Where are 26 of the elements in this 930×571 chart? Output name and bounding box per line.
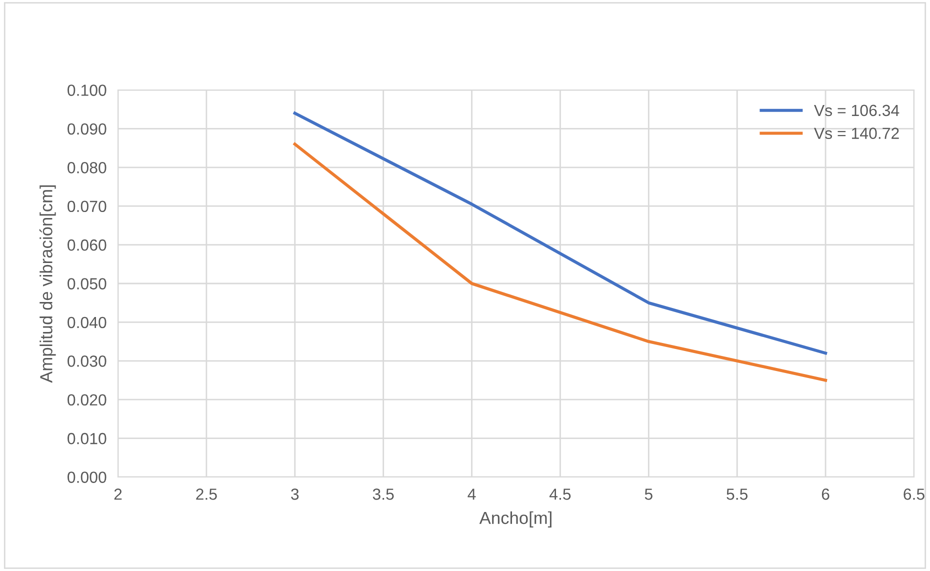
x-tick-label: 5.5 (726, 488, 748, 500)
y-tick-label: 0.060 (68, 239, 106, 251)
x-tick-label: 6.5 (904, 488, 924, 500)
y-tick-label: 0.000 (68, 472, 106, 483)
x-tick-label: 4.5 (549, 488, 571, 500)
y-tick-label: 0.030 (68, 356, 106, 367)
y-tick-label: 0.090 (68, 123, 106, 135)
line-series (293, 142, 828, 382)
x-axis-title: Ancho[m] (479, 511, 552, 528)
x-tick-label: 3 (291, 488, 299, 500)
x-tick-label: 2 (114, 488, 122, 500)
x-tick-label: 5 (644, 488, 652, 500)
x-tick-label: 4 (468, 488, 476, 500)
y-tick-label: 0.010 (68, 432, 106, 444)
y-axis-title: Amplitud de vibración[cm] (39, 185, 56, 383)
y-tick-label: 0.100 (68, 84, 106, 96)
x-tick-label: 3.5 (372, 488, 394, 500)
x-tick-label: 6 (822, 488, 830, 500)
legend-label: Vs = 140.72 (814, 128, 899, 139)
y-tick-label: 0.080 (68, 162, 106, 174)
legend-label: Vs = 106.34 (814, 104, 900, 116)
x-tick-label: 2.5 (196, 488, 217, 500)
y-tick-label: 0.040 (68, 316, 106, 328)
y-tick-label: 0.020 (68, 394, 106, 406)
y-tick-label: 0.070 (68, 200, 106, 212)
y-tick-label: 0.050 (68, 278, 106, 290)
